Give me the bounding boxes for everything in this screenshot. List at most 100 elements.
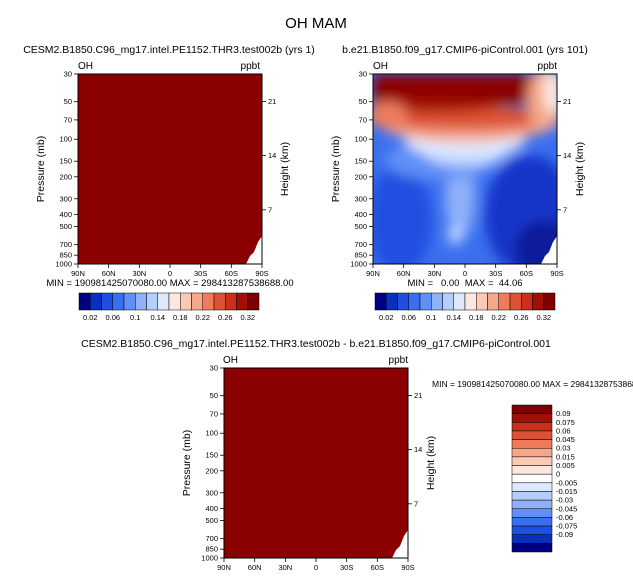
y-tick-label: 400 <box>205 504 218 513</box>
y-tick-label-right: 21 <box>563 97 571 106</box>
colorbar-label: 0.02 <box>83 313 98 322</box>
colorbar-swatch <box>498 292 511 311</box>
colorbar-swatch <box>509 292 522 311</box>
colorbar-label: 0.32 <box>536 313 551 322</box>
x-tick-label: 30S <box>489 269 502 278</box>
y-axis-label-right: Height (km) <box>279 142 291 196</box>
colorbar-label: 0.26 <box>514 313 529 322</box>
y-tick-label: 70 <box>359 115 367 124</box>
colorbar-swatch <box>202 292 215 311</box>
y-tick-label: 400 <box>354 210 367 219</box>
y-tick-label-right: 7 <box>563 205 567 214</box>
colorbar-label: -0.015 <box>556 487 577 496</box>
colorbar-label: 0.14 <box>446 313 461 322</box>
colorbar-label: -0.03 <box>556 496 573 505</box>
colorbar-label: 0.14 <box>150 313 165 322</box>
colorbar-label: 0.18 <box>173 313 188 322</box>
y-tick-label: 100 <box>354 135 367 144</box>
colorbar-swatch <box>408 292 421 311</box>
colorbar-swatch <box>397 292 409 311</box>
colorbar-swatch <box>511 508 553 518</box>
x-tick-label: 0 <box>314 563 318 572</box>
stats-label: MIN = 0.00 MAX = 44.06 <box>407 278 522 289</box>
heatmap-field <box>224 368 408 558</box>
colorbar-swatch <box>157 292 170 311</box>
colorbar-label: 0.02 <box>379 313 394 322</box>
colorbar-label: 0.1 <box>426 313 436 322</box>
y-tick-label: 30 <box>359 70 367 79</box>
y-tick-label-right: 14 <box>268 151 276 160</box>
colorbar-label: 0.03 <box>556 444 571 453</box>
colorbar-swatch <box>511 543 553 553</box>
y-tick-label: 150 <box>59 157 72 166</box>
colorbar: 0.090.0750.060.0450.030.0150.0050-0.005-… <box>511 404 577 553</box>
x-tick-label: 90S <box>401 563 414 572</box>
colorbar-swatch <box>146 292 158 311</box>
y-tick-label: 200 <box>205 466 218 475</box>
colorbar-swatch <box>511 439 553 449</box>
x-tick-label: 90S <box>255 269 268 278</box>
colorbar-swatch <box>511 456 553 466</box>
colorbar-swatch <box>511 422 553 432</box>
y-tick-label: 700 <box>354 240 367 249</box>
colorbar-swatch <box>225 292 237 311</box>
panel-title: b.e21.B1850.f09_g17.CMIP6-piControl.001 … <box>342 44 588 56</box>
x-tick-label: 30N <box>427 269 441 278</box>
colorbar-label: 0.015 <box>556 452 575 461</box>
y-tick-label: 700 <box>59 240 72 249</box>
y-tick-label: 150 <box>205 451 218 460</box>
x-tick-label: 60N <box>397 269 411 278</box>
x-tick-label: 30N <box>132 269 146 278</box>
colorbar-swatch <box>532 292 544 311</box>
colorbar-swatch <box>476 292 488 311</box>
colorbar-swatch <box>453 292 466 311</box>
y-tick-label: 200 <box>354 172 367 181</box>
colorbar-label: 0.32 <box>240 313 255 322</box>
y-tick-label-right: 7 <box>414 499 418 508</box>
panel-right-label: ppbt <box>538 61 558 72</box>
y-tick-label: 1000 <box>55 260 72 269</box>
colorbar-swatch <box>511 534 553 544</box>
colorbar-label: 0.09 <box>556 409 571 418</box>
colorbar-swatch <box>123 292 136 311</box>
x-tick-label: 60N <box>102 269 116 278</box>
colorbar: 0.02 0.06 0.1 0.14 0.18 0.22 0.26 0.32 <box>78 292 260 322</box>
y-tick-label: 50 <box>210 391 218 400</box>
colorbar-label: 0 <box>556 470 560 479</box>
y-tick-label: 300 <box>205 488 218 497</box>
colorbar-label: -0.06 <box>556 513 573 522</box>
y-tick-label: 300 <box>354 194 367 203</box>
y-tick-label: 850 <box>354 251 367 260</box>
colorbar-swatch <box>511 447 553 458</box>
colorbar-label: 0.18 <box>469 313 484 322</box>
colorbar-swatch <box>386 292 398 311</box>
stats-label: MIN = 190981425070080.00 MAX = 298413287… <box>46 278 293 289</box>
y-tick-label: 100 <box>59 135 72 144</box>
colorbar-swatch <box>135 292 147 311</box>
colorbar-swatch <box>101 292 113 311</box>
y-tick-label: 1000 <box>350 260 367 269</box>
colorbar-label: 0.075 <box>556 418 575 427</box>
y-axis-label-right: Height (km) <box>425 436 437 490</box>
colorbar-label: 0.1 <box>130 313 140 322</box>
panel-top-left: CESM2.B1850.C96_mg17.intel.PE1152.THR3.t… <box>23 44 315 322</box>
colorbar-swatch <box>511 517 553 527</box>
colorbar-swatch <box>511 525 553 535</box>
colorbar-swatch <box>374 292 387 311</box>
colorbar-label: 0.22 <box>491 313 506 322</box>
y-axis-label-right: Height (km) <box>574 142 586 196</box>
y-tick-label: 50 <box>359 97 367 106</box>
figure-title: OH MAM <box>285 15 347 32</box>
x-tick-label: 90N <box>366 269 380 278</box>
x-tick-label: 30N <box>278 563 292 572</box>
y-ticks-right: 21 14 7 <box>408 391 422 508</box>
colorbar-label: 0.06 <box>105 313 120 322</box>
colorbar-swatch <box>112 292 125 311</box>
y-tick-label: 500 <box>205 516 218 525</box>
colorbar: 0.02 0.06 0.1 0.14 0.18 0.22 0.26 0.32 <box>374 292 556 322</box>
x-tick-label: 30S <box>194 269 207 278</box>
colorbar-swatch <box>487 292 499 311</box>
